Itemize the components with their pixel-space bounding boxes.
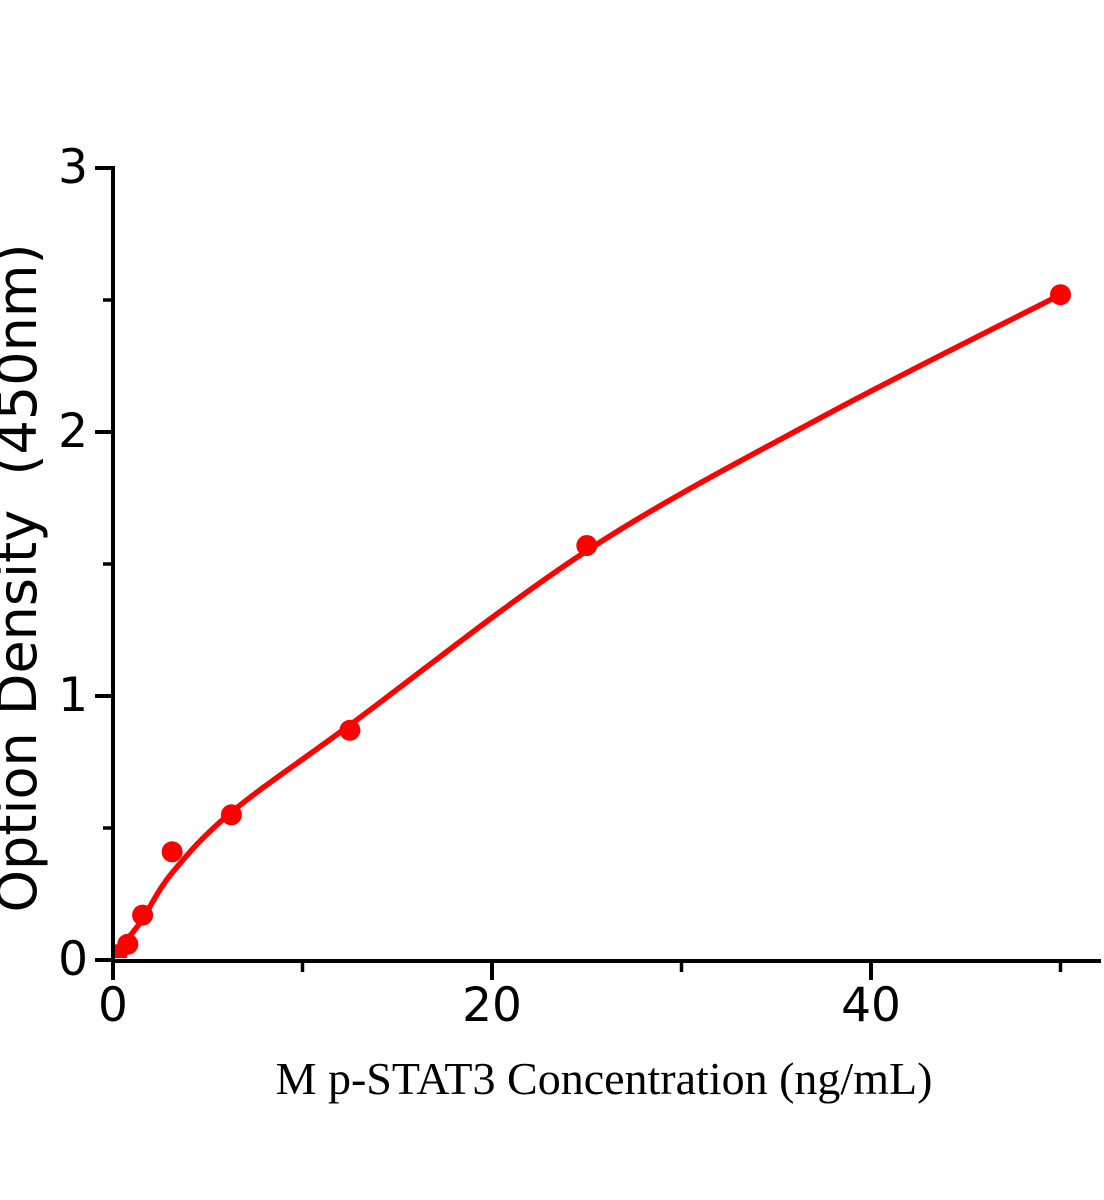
data-point: [117, 933, 139, 955]
data-point: [1050, 284, 1071, 306]
y-tick-label-group: 0 1 2 3: [58, 140, 88, 987]
y-axis: 0 1 2 3: [58, 140, 115, 987]
x-axis-title: M p-STAT3 Concentration (ng/mL): [276, 1053, 933, 1104]
data-point: [220, 804, 242, 826]
x-tick-label: 0: [98, 978, 128, 1033]
data-point-group: [115, 284, 1071, 958]
x-tick-label: 40: [841, 978, 901, 1033]
data-point: [576, 535, 598, 556]
data-point: [161, 841, 183, 863]
data-point: [339, 719, 361, 741]
x-tick-group: [111, 961, 1063, 980]
data-point: [132, 904, 154, 926]
y-tick-label: 2: [58, 404, 88, 459]
y-tick-label: 1: [58, 668, 88, 723]
fit-curve: [115, 291, 1064, 958]
y-tick-label: 0: [58, 932, 88, 987]
x-tick-label-group: 0 20 40: [98, 978, 901, 1033]
y-tick-group: [95, 166, 113, 962]
x-tick-label: 20: [462, 978, 522, 1033]
y-tick-label: 3: [58, 140, 88, 195]
plot-area: [115, 284, 1071, 958]
y-axis-title: Option Density (450nm): [0, 243, 49, 912]
x-axis: 0 20 40: [98, 959, 1101, 1033]
